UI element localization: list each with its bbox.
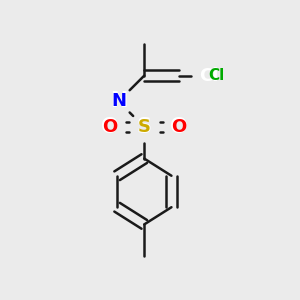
Text: Cl: Cl	[199, 67, 218, 85]
Text: O: O	[101, 117, 119, 137]
Text: N: N	[110, 92, 127, 111]
Text: S: S	[137, 117, 152, 137]
Text: O: O	[102, 118, 118, 136]
Text: O: O	[171, 118, 186, 136]
Text: Cl: Cl	[209, 68, 225, 83]
Text: S: S	[138, 118, 151, 136]
Text: N: N	[111, 92, 126, 110]
Text: O: O	[170, 117, 188, 137]
